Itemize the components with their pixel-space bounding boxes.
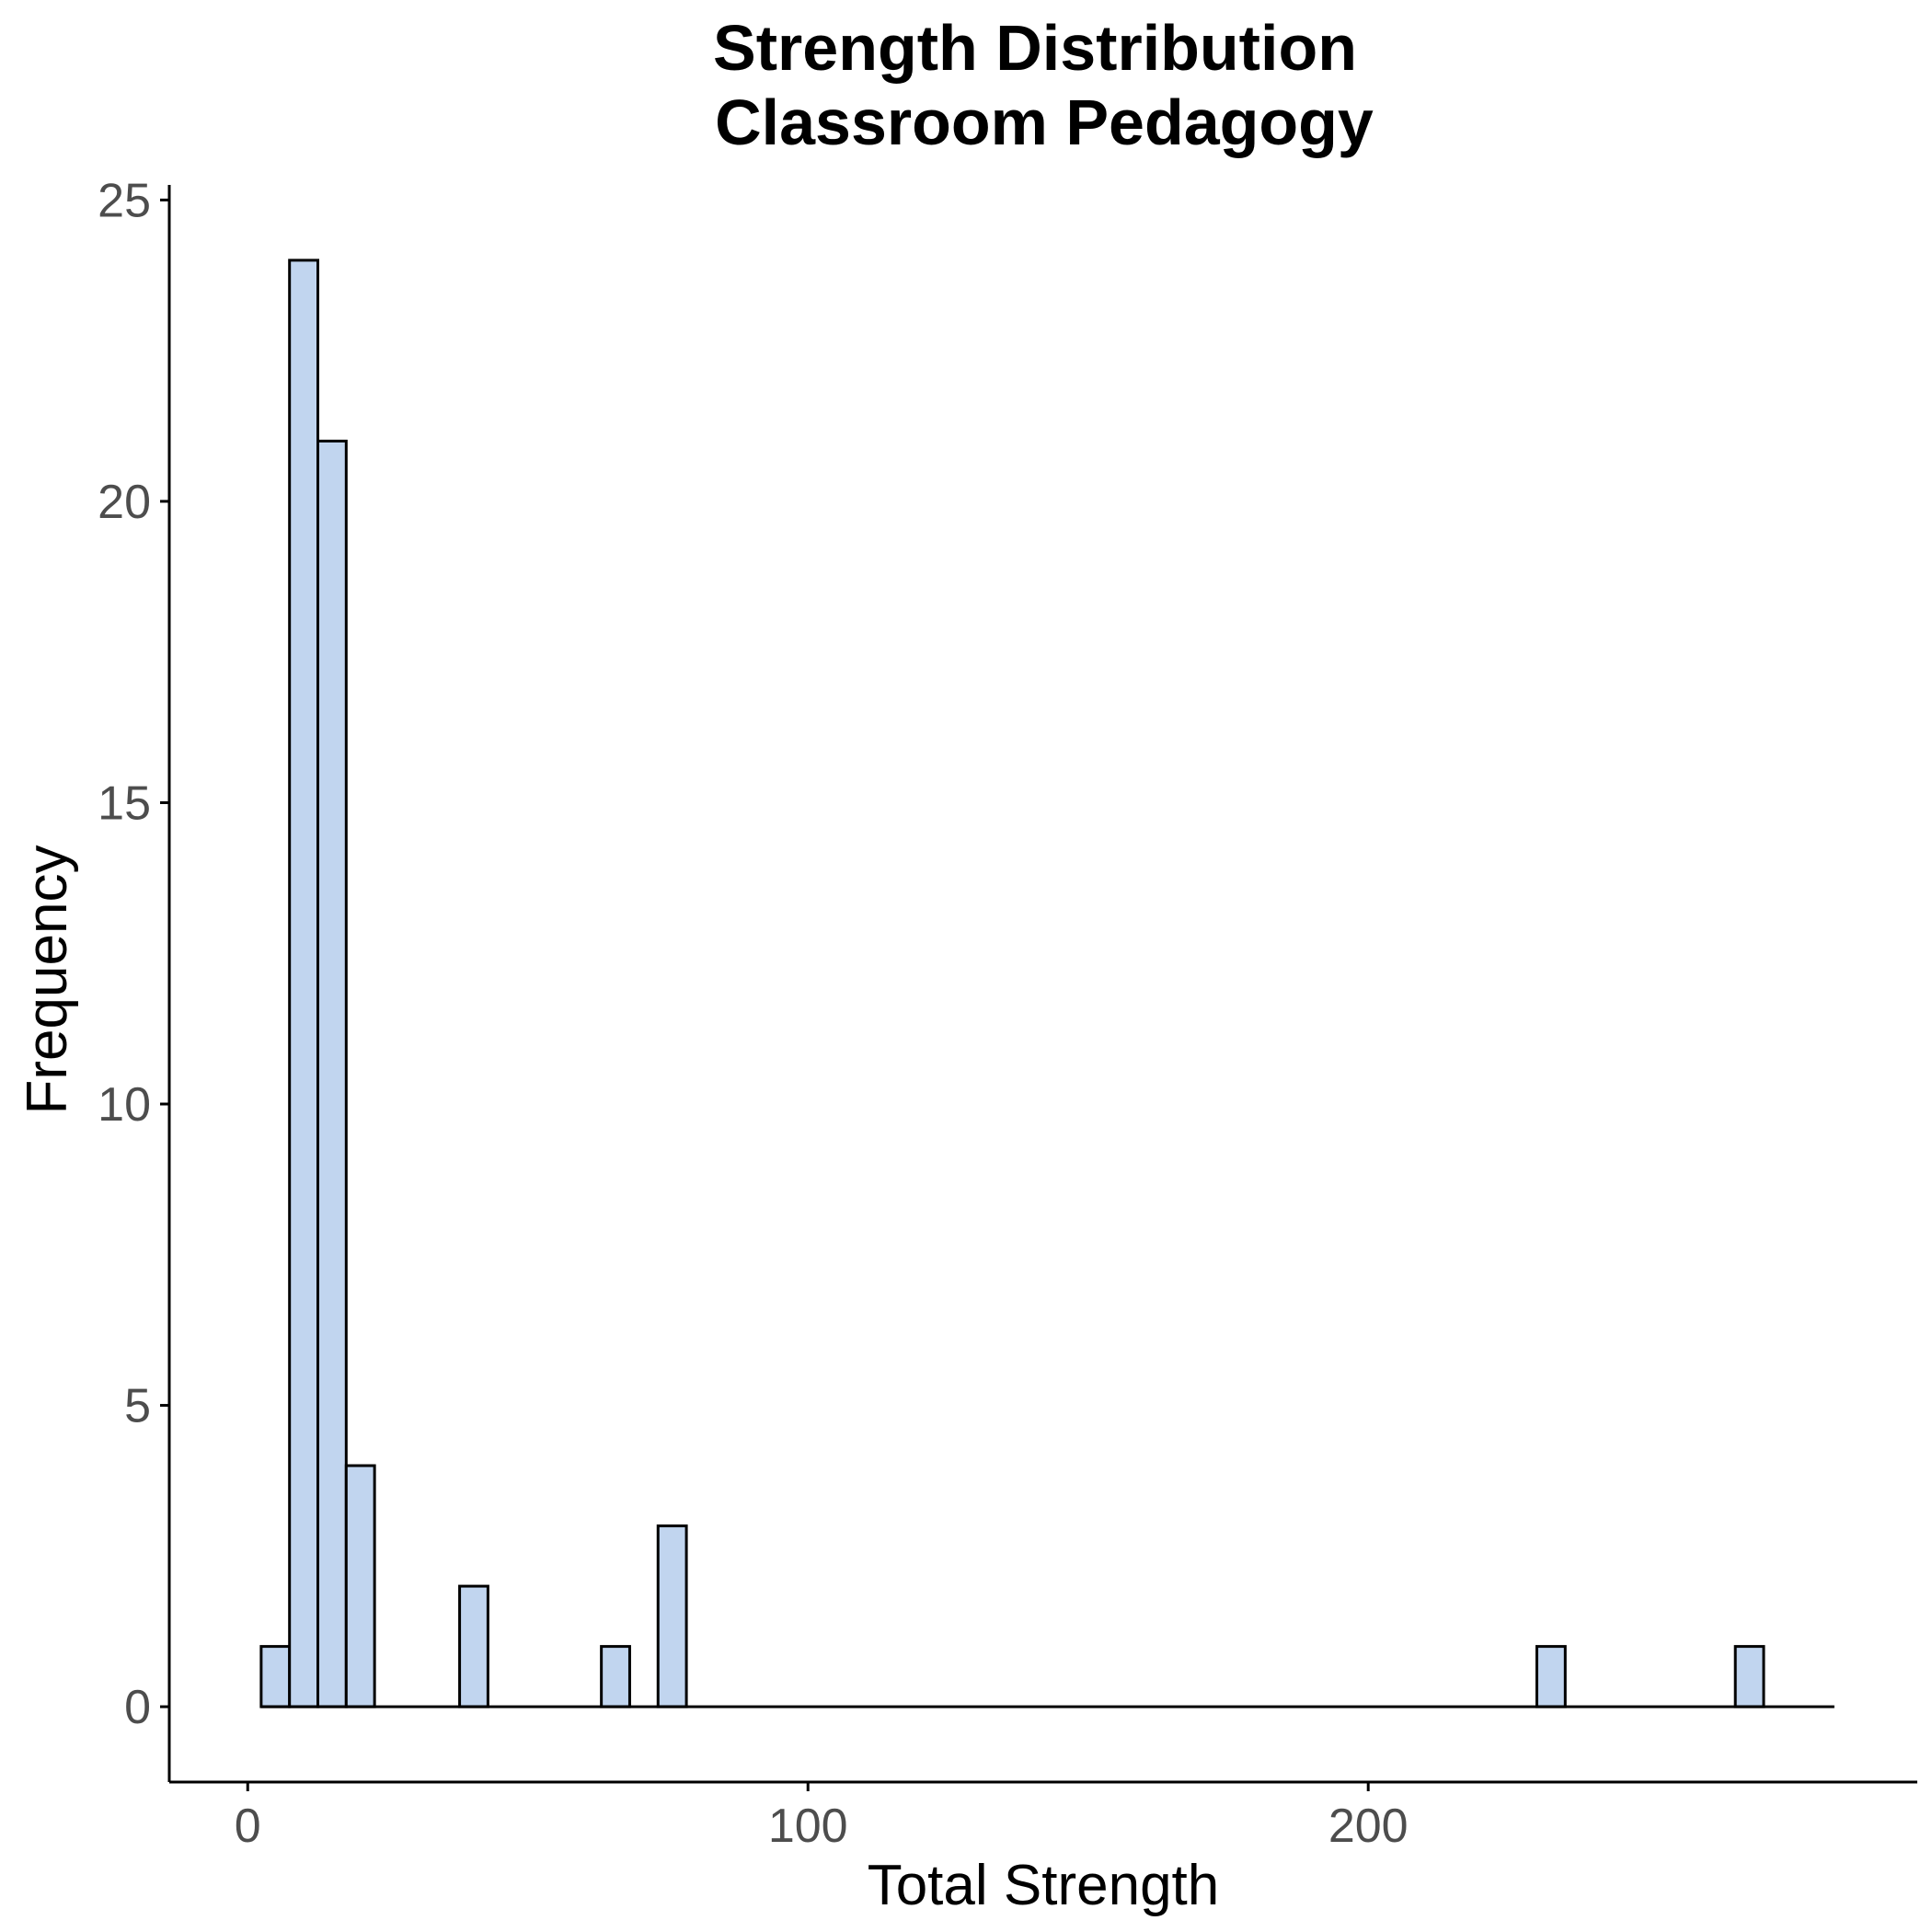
y-axis-ticks: 0 5 10 15 20 25 [98, 174, 169, 1734]
y-axis-title: Frequency [16, 845, 79, 1115]
chart-subtitle: Classroom Pedagogy [715, 86, 1374, 158]
y-tick-label: 20 [98, 476, 151, 529]
y-tick-label: 10 [98, 1078, 151, 1132]
histogram-bar [1733, 1645, 1765, 1708]
histogram-bar [316, 439, 348, 1708]
histogram-bar [458, 1584, 489, 1708]
y-tick-label: 5 [124, 1380, 151, 1433]
y-tick-label: 0 [124, 1681, 151, 1734]
x-tick-label: 100 [768, 1800, 848, 1853]
histogram-bars [259, 259, 1765, 1708]
histogram-bar [1535, 1645, 1567, 1708]
y-tick-label: 15 [98, 776, 151, 830]
histogram-bar [656, 1524, 688, 1708]
histogram-bar [344, 1464, 376, 1708]
histogram-bar [259, 1645, 292, 1708]
x-axis-ticks: 0 100 200 [235, 1782, 1409, 1853]
chart-title: Strength Distribution [713, 12, 1357, 84]
y-tick-label: 25 [98, 174, 151, 227]
x-tick-label: 0 [235, 1800, 261, 1853]
x-axis-title: Total Strength [868, 1854, 1220, 1917]
x-tick-label: 200 [1328, 1800, 1409, 1853]
histogram-bar [600, 1645, 631, 1708]
histogram-bar [288, 259, 319, 1708]
